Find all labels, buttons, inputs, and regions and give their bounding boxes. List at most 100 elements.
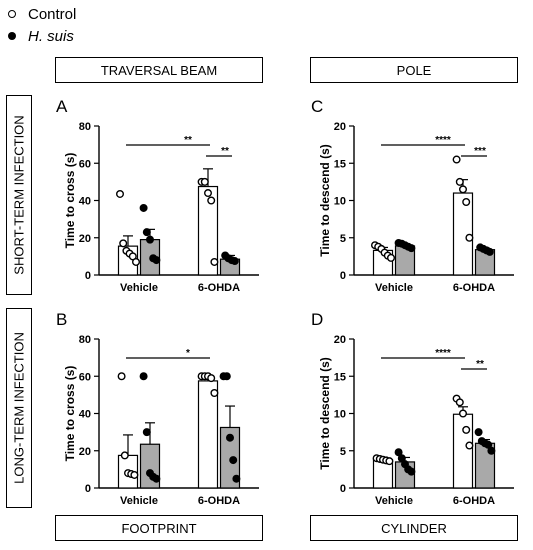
y-tick-label: 15 xyxy=(334,371,346,383)
y-tick-label: 40 xyxy=(79,409,91,421)
chart-panel-a: A Time to cross (s) 0 20 40 60 80 Vehicle 6-OHDA… xyxy=(56,97,259,294)
infected-point xyxy=(394,448,403,457)
legend: Control H. suis xyxy=(8,3,76,47)
control-point xyxy=(386,253,395,262)
y-tick-label: 0 xyxy=(85,483,91,495)
y-axis-label: Time to cross (s) xyxy=(63,153,77,249)
control-point xyxy=(462,197,471,206)
infected-point xyxy=(407,467,416,476)
control-point xyxy=(207,196,216,205)
row-label-short-term-text: SHORT-TERM INFECTION xyxy=(11,115,27,275)
row-label-long-term: LONG-TERM INFECTION xyxy=(6,308,32,508)
y-tick-label: 60 xyxy=(79,371,91,383)
row-label-short-term: SHORT-TERM INFECTION xyxy=(6,95,32,295)
control-point xyxy=(117,372,126,381)
legend-item-infected: H. suis xyxy=(8,25,76,47)
infected-point xyxy=(139,203,148,212)
y-tick-label: 5 xyxy=(340,233,346,245)
control-point xyxy=(462,425,471,434)
infected-point xyxy=(485,247,494,256)
y-tick-label: 5 xyxy=(340,446,346,458)
control-point xyxy=(120,451,129,460)
control-point xyxy=(210,257,219,266)
header-footprint: FOOTPRINT xyxy=(55,515,263,541)
panel-letter: C xyxy=(311,97,323,116)
row-label-long-term-text: LONG-TERM INFECTION xyxy=(11,332,27,484)
chart-panel-b: B Time to cross (s) 0 20 40 60 80 Vehicle 6-OHDA… xyxy=(56,310,259,507)
infected-point xyxy=(487,446,496,455)
significance-label: **** xyxy=(435,135,451,146)
y-tick-label: 20 xyxy=(79,446,91,458)
control-point xyxy=(207,374,216,383)
control-point xyxy=(465,441,474,450)
y-tick-label: 40 xyxy=(79,196,91,208)
infected-point xyxy=(225,433,234,442)
x-category-label: Vehicle xyxy=(375,495,413,507)
open-circle-icon xyxy=(8,10,16,18)
chart-panel-d: D Time to descend (s) 0 5 10 15 20 Vehicle 6-OHD… xyxy=(311,310,514,507)
control-point xyxy=(119,239,128,248)
control-point xyxy=(131,257,140,266)
y-tick-label: 20 xyxy=(334,334,346,346)
y-tick-label: 0 xyxy=(85,270,91,282)
control-point xyxy=(200,177,209,186)
y-axis-label: Time to descend (s) xyxy=(318,357,332,469)
control-point xyxy=(458,185,467,194)
infected-point xyxy=(407,244,416,253)
control-point xyxy=(452,155,461,164)
significance-label: **** xyxy=(435,348,451,359)
x-category-label: 6-OHDA xyxy=(453,282,495,294)
infected-point xyxy=(152,256,161,265)
control-point xyxy=(115,189,124,198)
chart-panel-c: C Time to descend (s) 0 5 10 15 20 Vehicle 6-OHD… xyxy=(311,97,514,294)
significance-label: *** xyxy=(474,146,486,157)
legend-item-control: Control xyxy=(8,3,76,25)
panel-letter: A xyxy=(56,97,68,116)
bar xyxy=(452,413,474,489)
x-category-label: Vehicle xyxy=(375,282,413,294)
infected-point xyxy=(397,454,406,463)
control-point xyxy=(465,233,474,242)
control-point xyxy=(455,398,464,407)
control-point xyxy=(130,470,139,479)
x-category-label: 6-OHDA xyxy=(453,495,495,507)
filled-circle-icon xyxy=(8,32,16,40)
header-traversal-beam: TRAVERSAL BEAM xyxy=(55,57,263,83)
y-axis-label: Time to descend (s) xyxy=(318,144,332,256)
infected-point xyxy=(230,257,239,266)
infected-point xyxy=(484,440,493,449)
panel-letter: B xyxy=(56,310,67,329)
control-point xyxy=(203,189,212,198)
infected-point xyxy=(222,372,231,381)
y-tick-label: 20 xyxy=(334,121,346,133)
y-tick-label: 0 xyxy=(340,270,346,282)
x-category-label: 6-OHDA xyxy=(198,495,240,507)
significance-label: ** xyxy=(221,146,229,157)
y-tick-label: 15 xyxy=(334,158,346,170)
panel-letter: D xyxy=(311,310,323,329)
y-tick-label: 0 xyxy=(340,483,346,495)
infected-point xyxy=(152,474,161,483)
y-axis-label: Time to cross (s) xyxy=(63,366,77,462)
control-point xyxy=(458,409,467,418)
significance-label: ** xyxy=(184,135,192,146)
infected-point xyxy=(145,235,154,244)
y-tick-label: 80 xyxy=(79,121,91,133)
x-category-label: 6-OHDA xyxy=(198,282,240,294)
y-tick-label: 10 xyxy=(334,196,346,208)
significance-label: * xyxy=(186,348,190,359)
y-tick-label: 20 xyxy=(79,233,91,245)
header-cylinder: CYLINDER xyxy=(310,515,518,541)
y-tick-label: 10 xyxy=(334,409,346,421)
header-pole: POLE xyxy=(310,57,518,83)
control-point xyxy=(455,177,464,186)
infected-point xyxy=(229,456,238,465)
y-tick-label: 60 xyxy=(79,158,91,170)
legend-label-infected: H. suis xyxy=(28,27,74,45)
x-category-label: Vehicle xyxy=(120,282,158,294)
infected-point xyxy=(142,228,151,237)
control-point xyxy=(210,389,219,398)
significance-label: ** xyxy=(476,359,484,370)
infected-point xyxy=(232,474,241,483)
legend-label-control: Control xyxy=(28,5,77,23)
